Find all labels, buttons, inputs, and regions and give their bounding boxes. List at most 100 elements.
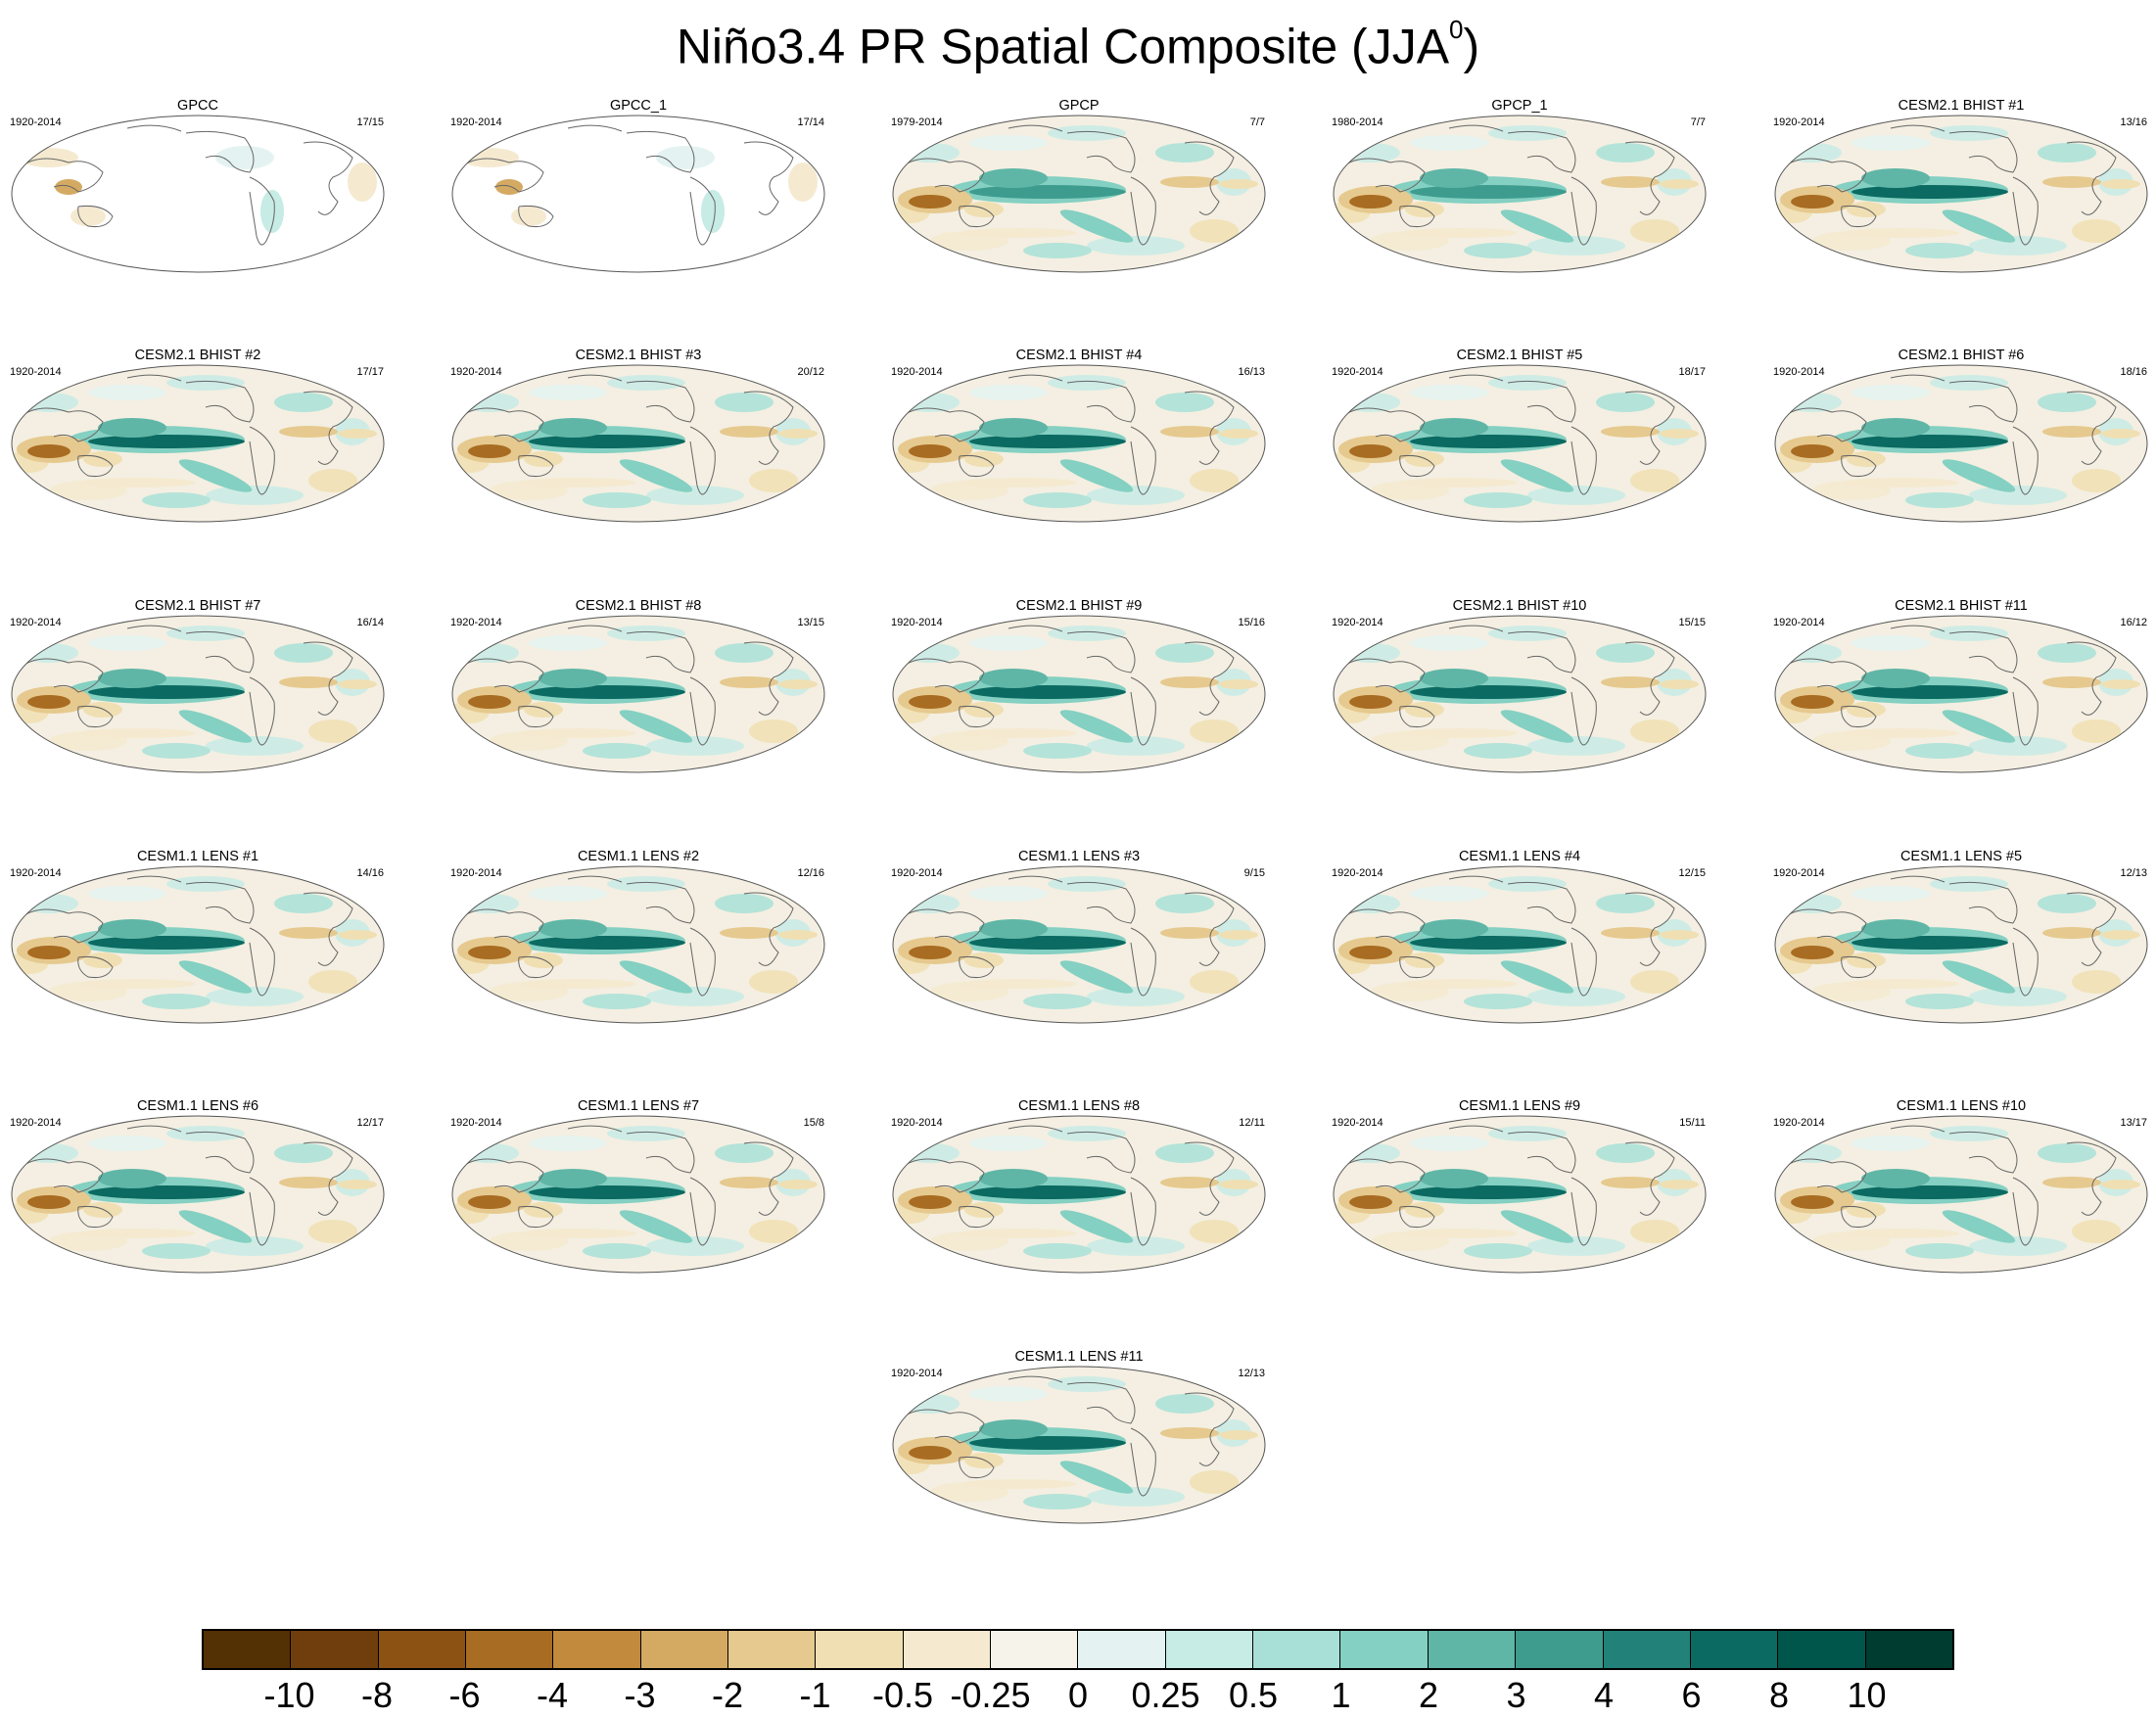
map-panel: GPCC_1 1920-2014 17/14 bbox=[443, 98, 834, 348]
panel-years: 1920-2014 bbox=[891, 867, 943, 879]
map bbox=[892, 615, 1266, 773]
map-panel: CESM1.1 LENS #4 1920-2014 12/15 bbox=[1324, 849, 1715, 1098]
panel-years: 1920-2014 bbox=[891, 617, 943, 628]
panel-event-count: 12/13 bbox=[2120, 867, 2147, 879]
colorbar-tick-label: -3 bbox=[624, 1675, 656, 1715]
panel-years: 1920-2014 bbox=[1773, 366, 1825, 378]
panel-years: 1920-2014 bbox=[1332, 366, 1383, 378]
map-panel: CESM2.1 BHIST #5 1920-2014 18/17 bbox=[1324, 348, 1715, 597]
panel-title: CESM2.1 BHIST #2 bbox=[134, 348, 261, 363]
panel-title: CESM1.1 LENS #3 bbox=[1017, 849, 1141, 864]
colorbar-swatch bbox=[1165, 1631, 1254, 1668]
map bbox=[1333, 364, 1707, 523]
panel-event-count: 12/17 bbox=[356, 1117, 384, 1129]
colorbar-swatch bbox=[1340, 1631, 1429, 1668]
panel-title: CESM2.1 BHIST #4 bbox=[1015, 348, 1143, 363]
colorbar-swatch bbox=[204, 1631, 292, 1668]
colorbar-swatch bbox=[466, 1631, 554, 1668]
panel-event-count: 13/16 bbox=[2120, 116, 2147, 128]
panel-title: CESM1.1 LENS #6 bbox=[136, 1098, 259, 1114]
map-panel: CESM1.1 LENS #7 1920-2014 15/8 bbox=[443, 1098, 834, 1348]
panel-event-count: 7/7 bbox=[1690, 116, 1706, 128]
map bbox=[1774, 865, 2148, 1024]
map bbox=[451, 364, 825, 523]
colorbar-swatch bbox=[903, 1631, 992, 1668]
panel-title: CESM2.1 BHIST #1 bbox=[1898, 98, 2025, 114]
panel-title: CESM2.1 BHIST #6 bbox=[1898, 348, 2025, 363]
colorbar-tick-label: -2 bbox=[711, 1675, 744, 1715]
map bbox=[1333, 1115, 1707, 1274]
panel-years: 1920-2014 bbox=[1773, 867, 1825, 879]
panel-event-count: 12/13 bbox=[1238, 1368, 1265, 1379]
colorbar-swatch bbox=[1078, 1631, 1166, 1668]
map-panel: CESM1.1 LENS #9 1920-2014 15/11 bbox=[1324, 1098, 1715, 1348]
panel-event-count: 17/15 bbox=[356, 116, 384, 128]
map bbox=[1774, 364, 2148, 523]
map bbox=[11, 865, 385, 1024]
panel-event-count: 14/16 bbox=[356, 867, 384, 879]
panel-title: CESM2.1 BHIST #11 bbox=[1895, 598, 2028, 614]
panel-event-count: 16/14 bbox=[356, 617, 384, 628]
colorbar-tick-label: 10 bbox=[1847, 1675, 1887, 1715]
map-panel: CESM2.1 BHIST #10 1920-2014 15/15 bbox=[1324, 598, 1715, 848]
panel-event-count: 15/15 bbox=[1678, 617, 1706, 628]
panel-years: 1920-2014 bbox=[450, 867, 502, 879]
map-panel: CESM1.1 LENS #1 1920-2014 14/16 bbox=[2, 849, 394, 1098]
panel-title: CESM1.1 LENS #2 bbox=[577, 849, 700, 864]
map bbox=[1333, 865, 1707, 1024]
panel-event-count: 20/12 bbox=[797, 366, 824, 378]
panel-event-count: 9/15 bbox=[1243, 867, 1265, 879]
colorbar-swatch bbox=[1690, 1631, 1779, 1668]
colorbar-tick-label: 6 bbox=[1681, 1675, 1702, 1715]
panel-title: CESM2.1 BHIST #7 bbox=[134, 598, 261, 614]
map bbox=[11, 115, 385, 273]
map-panel: CESM2.1 BHIST #4 1920-2014 16/13 bbox=[883, 348, 1275, 597]
map bbox=[11, 1115, 385, 1274]
map bbox=[1774, 615, 2148, 773]
panel-years: 1920-2014 bbox=[1332, 867, 1383, 879]
colorbar-swatch bbox=[728, 1631, 817, 1668]
colorbar-tick-label: 0.25 bbox=[1131, 1675, 1200, 1715]
colorbar-swatch bbox=[1516, 1631, 1604, 1668]
map-panel: CESM2.1 BHIST #9 1920-2014 15/16 bbox=[883, 598, 1275, 848]
panel-title: CESM1.1 LENS #7 bbox=[577, 1098, 700, 1114]
colorbar-swatch bbox=[553, 1631, 641, 1668]
panel-years: 1920-2014 bbox=[450, 1117, 502, 1129]
panel-event-count: 13/17 bbox=[2120, 1117, 2147, 1129]
figure-title: Niño3.4 PR Spatial Composite (JJA0) bbox=[676, 15, 1480, 74]
panel-event-count: 16/13 bbox=[1238, 366, 1265, 378]
panel-title: GPCP_1 bbox=[1491, 98, 1548, 114]
panel-years: 1920-2014 bbox=[450, 116, 502, 128]
colorbar-swatch bbox=[1778, 1631, 1866, 1668]
map-panel: CESM2.1 BHIST #1 1920-2014 13/16 bbox=[1765, 98, 2156, 348]
colorbar-swatch bbox=[991, 1631, 1079, 1668]
map-panel: CESM1.1 LENS #3 1920-2014 9/15 bbox=[883, 849, 1275, 1098]
colorbar-tick-label: 1 bbox=[1331, 1675, 1351, 1715]
colorbar bbox=[202, 1629, 1954, 1670]
map-panel: CESM1.1 LENS #6 1920-2014 12/17 bbox=[2, 1098, 394, 1348]
map-panel: CESM1.1 LENS #5 1920-2014 12/13 bbox=[1765, 849, 2156, 1098]
panel-title: GPCC bbox=[177, 98, 218, 114]
map-panel: CESM2.1 BHIST #2 1920-2014 17/17 bbox=[2, 348, 394, 597]
colorbar-tick-label: 2 bbox=[1418, 1675, 1439, 1715]
colorbar-swatch bbox=[1253, 1631, 1341, 1668]
panel-title: CESM1.1 LENS #1 bbox=[136, 849, 259, 864]
panel-years: 1920-2014 bbox=[891, 1117, 943, 1129]
panel-years: 1920-2014 bbox=[10, 867, 62, 879]
map bbox=[1774, 1115, 2148, 1274]
colorbar-swatch bbox=[816, 1631, 904, 1668]
panel-event-count: 18/17 bbox=[1678, 366, 1706, 378]
panel-years: 1920-2014 bbox=[450, 617, 502, 628]
colorbar-swatch bbox=[291, 1631, 379, 1668]
panel-years: 1920-2014 bbox=[10, 1117, 62, 1129]
panel-title: CESM1.1 LENS #10 bbox=[1896, 1098, 2027, 1114]
colorbar-tick-label: 0 bbox=[1067, 1675, 1089, 1715]
map bbox=[892, 1366, 1266, 1524]
colorbar-tick-label: 0.5 bbox=[1228, 1675, 1279, 1715]
map bbox=[11, 364, 385, 523]
map-panel: GPCP 1979-2014 7/7 bbox=[883, 98, 1275, 348]
map-panel: CESM1.1 LENS #8 1920-2014 12/11 bbox=[883, 1098, 1275, 1348]
map-panel: CESM2.1 BHIST #8 1920-2014 13/15 bbox=[443, 598, 834, 848]
map-panel: CESM2.1 BHIST #7 1920-2014 16/14 bbox=[2, 598, 394, 848]
panel-years: 1980-2014 bbox=[1332, 116, 1383, 128]
